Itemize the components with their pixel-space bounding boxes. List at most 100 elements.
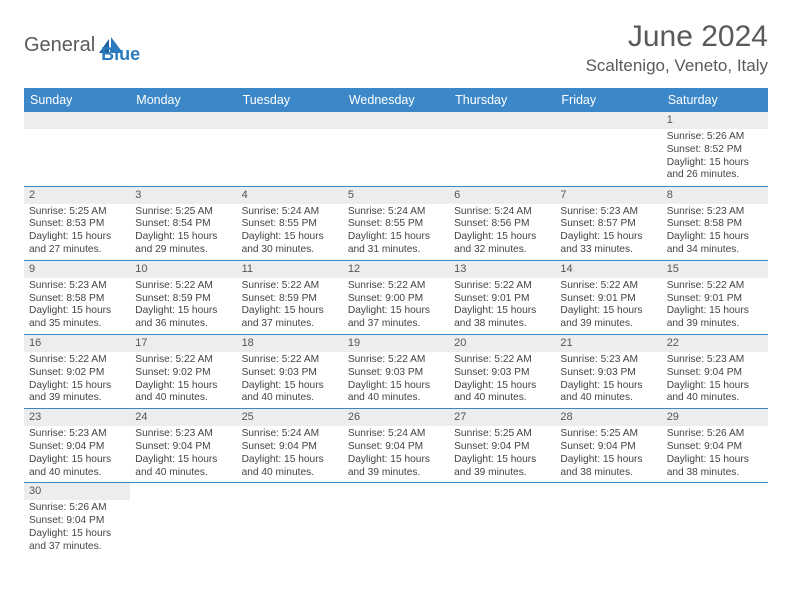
day-content: Sunrise: 5:25 AMSunset: 9:04 PMDaylight:… xyxy=(555,426,661,482)
sunset-text: Sunset: 8:58 PM xyxy=(667,218,763,231)
sunrise-text: Sunrise: 5:24 AM xyxy=(348,428,444,441)
day-content: Sunrise: 5:22 AMSunset: 9:02 PMDaylight:… xyxy=(130,352,236,408)
sunset-text: Sunset: 9:04 PM xyxy=(29,441,125,454)
day-cell: 8Sunrise: 5:23 AMSunset: 8:58 PMDaylight… xyxy=(662,186,768,260)
sunset-text: Sunset: 8:55 PM xyxy=(348,218,444,231)
day-content: Sunrise: 5:24 AMSunset: 9:04 PMDaylight:… xyxy=(343,426,449,482)
day-content: Sunrise: 5:23 AMSunset: 9:04 PMDaylight:… xyxy=(662,352,768,408)
daylight-text: Daylight: 15 hours and 30 minutes. xyxy=(242,231,338,257)
day-number: 19 xyxy=(343,335,449,352)
day-number: 6 xyxy=(449,187,555,204)
week-row: 30Sunrise: 5:26 AMSunset: 9:04 PMDayligh… xyxy=(24,483,768,557)
day-number: 14 xyxy=(555,261,661,278)
sunset-text: Sunset: 9:01 PM xyxy=(454,293,550,306)
day-number: 8 xyxy=(662,187,768,204)
day-cell: 18Sunrise: 5:22 AMSunset: 9:03 PMDayligh… xyxy=(237,334,343,408)
sunrise-text: Sunrise: 5:22 AM xyxy=(348,280,444,293)
daylight-text: Daylight: 15 hours and 38 minutes. xyxy=(667,454,763,480)
day-cell: 9Sunrise: 5:23 AMSunset: 8:58 PMDaylight… xyxy=(24,260,130,334)
daylight-text: Daylight: 15 hours and 39 minutes. xyxy=(29,380,125,406)
dayhdr-wed: Wednesday xyxy=(343,88,449,112)
day-cell: 1Sunrise: 5:26 AMSunset: 8:52 PMDaylight… xyxy=(662,112,768,186)
day-content: Sunrise: 5:23 AMSunset: 8:58 PMDaylight:… xyxy=(24,278,130,334)
week-row: 16Sunrise: 5:22 AMSunset: 9:02 PMDayligh… xyxy=(24,334,768,408)
daylight-text: Daylight: 15 hours and 36 minutes. xyxy=(135,305,231,331)
daylight-text: Daylight: 15 hours and 26 minutes. xyxy=(667,157,763,183)
week-row: 9Sunrise: 5:23 AMSunset: 8:58 PMDaylight… xyxy=(24,260,768,334)
day-cell xyxy=(343,112,449,186)
daylight-text: Daylight: 15 hours and 31 minutes. xyxy=(348,231,444,257)
day-cell: 5Sunrise: 5:24 AMSunset: 8:55 PMDaylight… xyxy=(343,186,449,260)
day-content: Sunrise: 5:23 AMSunset: 9:04 PMDaylight:… xyxy=(130,426,236,482)
sunrise-text: Sunrise: 5:23 AM xyxy=(560,354,656,367)
day-cell xyxy=(449,483,555,557)
sunset-text: Sunset: 8:59 PM xyxy=(135,293,231,306)
day-cell: 30Sunrise: 5:26 AMSunset: 9:04 PMDayligh… xyxy=(24,483,130,557)
day-number: 30 xyxy=(24,483,130,500)
day-content: Sunrise: 5:22 AMSunset: 9:01 PMDaylight:… xyxy=(449,278,555,334)
week-row: 1Sunrise: 5:26 AMSunset: 8:52 PMDaylight… xyxy=(24,112,768,186)
sunrise-text: Sunrise: 5:23 AM xyxy=(667,354,763,367)
sunrise-text: Sunrise: 5:22 AM xyxy=(454,280,550,293)
sunset-text: Sunset: 9:04 PM xyxy=(135,441,231,454)
day-number: 26 xyxy=(343,409,449,426)
sunrise-text: Sunrise: 5:22 AM xyxy=(242,280,338,293)
empty-daynum xyxy=(237,112,343,129)
daylight-text: Daylight: 15 hours and 40 minutes. xyxy=(667,380,763,406)
dayhdr-mon: Monday xyxy=(130,88,236,112)
sunrise-text: Sunrise: 5:26 AM xyxy=(29,502,125,515)
logo: General Blue xyxy=(24,20,140,65)
daylight-text: Daylight: 15 hours and 33 minutes. xyxy=(560,231,656,257)
sunset-text: Sunset: 8:58 PM xyxy=(29,293,125,306)
dayhdr-sun: Sunday xyxy=(24,88,130,112)
day-cell: 25Sunrise: 5:24 AMSunset: 9:04 PMDayligh… xyxy=(237,409,343,483)
sunrise-text: Sunrise: 5:22 AM xyxy=(135,280,231,293)
day-content: Sunrise: 5:26 AMSunset: 9:04 PMDaylight:… xyxy=(662,426,768,482)
day-cell xyxy=(555,483,661,557)
daylight-text: Daylight: 15 hours and 39 minutes. xyxy=(454,454,550,480)
day-cell: 4Sunrise: 5:24 AMSunset: 8:55 PMDaylight… xyxy=(237,186,343,260)
day-number: 22 xyxy=(662,335,768,352)
sunset-text: Sunset: 9:04 PM xyxy=(560,441,656,454)
sunset-text: Sunset: 8:55 PM xyxy=(242,218,338,231)
day-content: Sunrise: 5:23 AMSunset: 9:04 PMDaylight:… xyxy=(24,426,130,482)
sunrise-text: Sunrise: 5:23 AM xyxy=(29,280,125,293)
day-cell: 3Sunrise: 5:25 AMSunset: 8:54 PMDaylight… xyxy=(130,186,236,260)
sunset-text: Sunset: 9:01 PM xyxy=(667,293,763,306)
day-content: Sunrise: 5:22 AMSunset: 9:02 PMDaylight:… xyxy=(24,352,130,408)
day-cell xyxy=(662,483,768,557)
daylight-text: Daylight: 15 hours and 37 minutes. xyxy=(348,305,444,331)
day-number: 24 xyxy=(130,409,236,426)
day-cell: 13Sunrise: 5:22 AMSunset: 9:01 PMDayligh… xyxy=(449,260,555,334)
day-cell: 10Sunrise: 5:22 AMSunset: 8:59 PMDayligh… xyxy=(130,260,236,334)
day-number: 13 xyxy=(449,261,555,278)
sunrise-text: Sunrise: 5:25 AM xyxy=(29,206,125,219)
sunrise-text: Sunrise: 5:22 AM xyxy=(348,354,444,367)
sunrise-text: Sunrise: 5:25 AM xyxy=(560,428,656,441)
daylight-text: Daylight: 15 hours and 40 minutes. xyxy=(348,380,444,406)
sunset-text: Sunset: 8:54 PM xyxy=(135,218,231,231)
daylight-text: Daylight: 15 hours and 37 minutes. xyxy=(242,305,338,331)
day-cell: 28Sunrise: 5:25 AMSunset: 9:04 PMDayligh… xyxy=(555,409,661,483)
day-number: 15 xyxy=(662,261,768,278)
day-content: Sunrise: 5:24 AMSunset: 8:55 PMDaylight:… xyxy=(343,204,449,260)
sunset-text: Sunset: 9:01 PM xyxy=(560,293,656,306)
sunrise-text: Sunrise: 5:22 AM xyxy=(135,354,231,367)
month-title: June 2024 xyxy=(586,20,768,54)
title-block: June 2024 Scaltenigo, Veneto, Italy xyxy=(586,20,768,76)
sunrise-text: Sunrise: 5:22 AM xyxy=(454,354,550,367)
sunset-text: Sunset: 9:04 PM xyxy=(454,441,550,454)
sunrise-text: Sunrise: 5:23 AM xyxy=(667,206,763,219)
day-number: 23 xyxy=(24,409,130,426)
daylight-text: Daylight: 15 hours and 40 minutes. xyxy=(560,380,656,406)
day-content: Sunrise: 5:24 AMSunset: 8:56 PMDaylight:… xyxy=(449,204,555,260)
sunset-text: Sunset: 9:02 PM xyxy=(29,367,125,380)
daylight-text: Daylight: 15 hours and 38 minutes. xyxy=(560,454,656,480)
day-cell xyxy=(237,112,343,186)
daylight-text: Daylight: 15 hours and 39 minutes. xyxy=(348,454,444,480)
day-number: 17 xyxy=(130,335,236,352)
sunrise-text: Sunrise: 5:22 AM xyxy=(667,280,763,293)
day-cell: 14Sunrise: 5:22 AMSunset: 9:01 PMDayligh… xyxy=(555,260,661,334)
daylight-text: Daylight: 15 hours and 40 minutes. xyxy=(242,454,338,480)
daylight-text: Daylight: 15 hours and 40 minutes. xyxy=(242,380,338,406)
